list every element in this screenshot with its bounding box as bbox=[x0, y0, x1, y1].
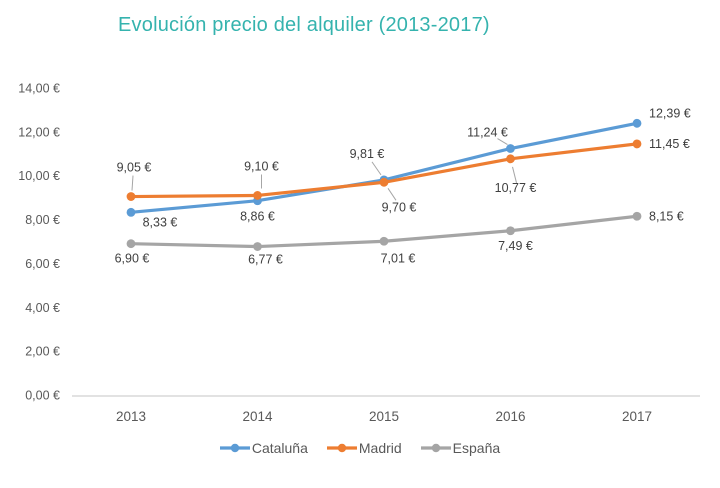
data-point bbox=[506, 144, 515, 153]
y-axis-tick-label: 10,00 € bbox=[18, 169, 60, 183]
legend-marker-dot bbox=[337, 443, 347, 453]
legend: Cataluña Madrid España bbox=[0, 440, 720, 456]
x-axis-tick-label: 2015 bbox=[369, 409, 399, 424]
data-label: 7,01 € bbox=[381, 251, 416, 265]
legend-item-cataluna: Cataluña bbox=[219, 440, 308, 456]
y-axis-tick-label: 14,00 € bbox=[18, 81, 60, 95]
y-axis-tick-label: 2,00 € bbox=[25, 345, 60, 359]
data-label: 11,24 € bbox=[467, 126, 508, 140]
label-leader-line bbox=[371, 161, 382, 176]
legend-item-madrid: Madrid bbox=[326, 440, 402, 456]
data-label: 8,33 € bbox=[143, 215, 178, 229]
chart-title: Evolución precio del alquiler (2013-2017… bbox=[118, 14, 490, 36]
data-label: 6,77 € bbox=[248, 253, 283, 267]
data-point bbox=[632, 118, 642, 128]
legend-marker-icon bbox=[219, 443, 250, 453]
y-axis-tick-label: 4,00 € bbox=[25, 301, 60, 315]
data-point bbox=[253, 191, 262, 200]
label-leader-line bbox=[387, 188, 397, 201]
data-label: 9,05 € bbox=[117, 161, 152, 175]
data-label: 9,70 € bbox=[382, 200, 417, 214]
data-point bbox=[632, 211, 642, 221]
data-label: 8,15 € bbox=[649, 209, 684, 223]
legend-marker-icon bbox=[326, 443, 357, 453]
data-label: 10,77 € bbox=[495, 181, 537, 195]
data-point bbox=[379, 236, 389, 246]
y-axis-tick-label: 8,00 € bbox=[25, 213, 60, 227]
data-label: 9,81 € bbox=[350, 147, 385, 161]
data-label: 6,90 € bbox=[115, 252, 150, 266]
data-point bbox=[379, 177, 389, 187]
data-label: 11,45 € bbox=[649, 137, 690, 151]
label-leader-line bbox=[497, 138, 508, 145]
label-leader-line bbox=[131, 175, 134, 191]
series-line bbox=[129, 121, 639, 214]
y-axis-tick-label: 6,00 € bbox=[25, 257, 60, 271]
y-axis-tick-label: 12,00 € bbox=[18, 125, 60, 139]
data-point bbox=[126, 192, 136, 201]
series-madrid bbox=[126, 139, 642, 201]
series-espana bbox=[126, 211, 642, 251]
data-label: 12,39 € bbox=[649, 106, 691, 120]
label-leader-line bbox=[512, 166, 517, 183]
legend-label: Cataluña bbox=[251, 440, 308, 456]
data-point bbox=[253, 242, 262, 251]
x-axis-tick-label: 2017 bbox=[622, 409, 652, 424]
legend-label: Madrid bbox=[358, 440, 402, 456]
data-label: 8,86 € bbox=[240, 210, 275, 224]
legend-marker-dot bbox=[230, 443, 240, 453]
legend-item-espana: España bbox=[420, 440, 501, 456]
data-point bbox=[126, 207, 136, 217]
legend-marker-dot bbox=[431, 443, 440, 453]
data-point bbox=[506, 226, 515, 236]
data-point bbox=[126, 239, 136, 249]
y-axis-tick-label: 0,00 € bbox=[25, 389, 60, 403]
data-label: 9,10 € bbox=[244, 159, 279, 173]
legend-label: España bbox=[452, 440, 501, 456]
x-axis-tick-label: 2014 bbox=[242, 409, 273, 424]
x-axis-tick-label: 2013 bbox=[116, 409, 146, 424]
data-label: 7,49 € bbox=[498, 239, 533, 253]
legend-marker-icon bbox=[420, 443, 451, 453]
x-axis-tick-label: 2016 bbox=[495, 409, 525, 424]
data-point bbox=[632, 139, 642, 149]
data-point bbox=[506, 154, 515, 164]
